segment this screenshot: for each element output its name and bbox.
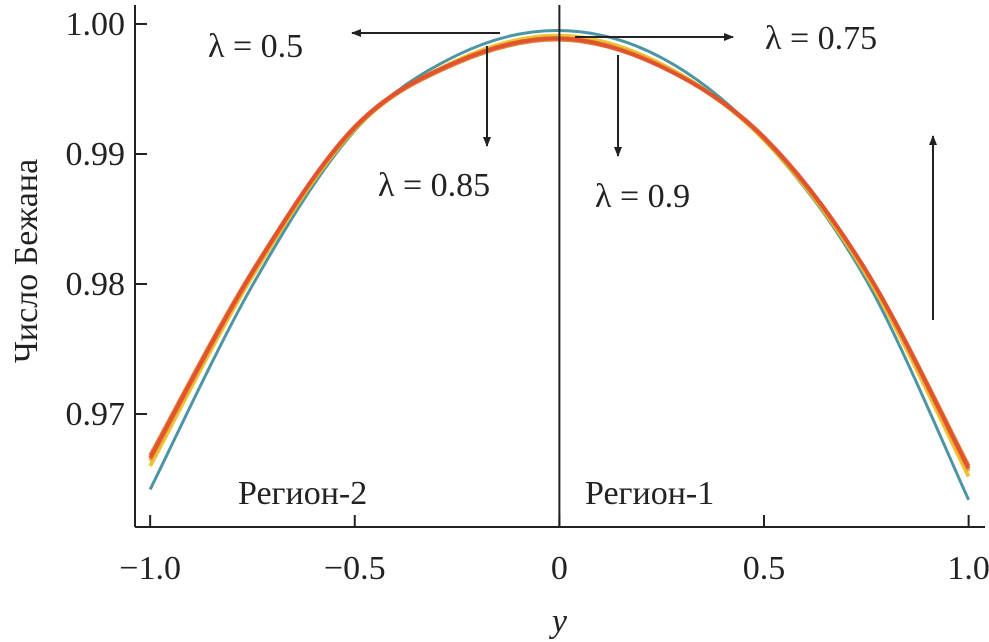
- y-axis-label: Число Бежана: [8, 159, 45, 363]
- y-tick-label: 0.99: [66, 136, 126, 173]
- annotation: Регион-2: [238, 475, 367, 512]
- y-tick-label: 1.00: [66, 6, 126, 43]
- x-tick-label: 0: [551, 550, 568, 587]
- x-axis-label: y: [549, 603, 568, 640]
- annotation: Регион-1: [585, 475, 714, 512]
- y-tick-label: 0.97: [66, 396, 126, 433]
- x-tick-label: 1.0: [947, 550, 989, 587]
- y-tick-label: 0.98: [66, 266, 126, 303]
- x-tick-label: 0.5: [743, 550, 786, 587]
- x-tick-label: −0.5: [324, 550, 386, 587]
- annotation: λ = 0.75: [765, 20, 877, 57]
- annotation: λ = 0.5: [208, 28, 303, 65]
- annotation: λ = 0.9: [595, 178, 690, 215]
- x-tick-label: −1.0: [119, 550, 181, 587]
- arrows: [351, 29, 937, 320]
- annotation: λ = 0.85: [378, 167, 490, 204]
